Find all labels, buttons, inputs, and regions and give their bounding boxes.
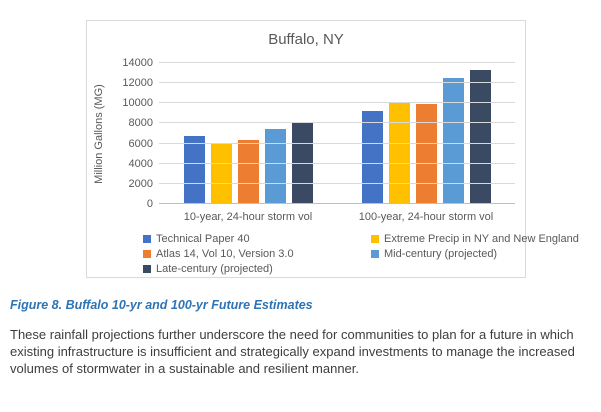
gridline [159, 122, 515, 124]
y-axis-title-text: Million Gallons (MG) [93, 83, 106, 184]
legend-color-swatch [371, 250, 379, 258]
legend-color-swatch [143, 265, 151, 273]
legend-item: Late-century (projected) [143, 263, 371, 275]
bar-group [337, 62, 515, 203]
y-tick-label: 10000 [122, 97, 153, 110]
x-category-label: 100-year, 24-hour storm vol [358, 211, 494, 223]
figure-description: These rainfall projections further under… [10, 327, 575, 377]
y-tick-label: 2000 [128, 177, 153, 190]
bar-atlas-14-vol-10-version-3-0 [237, 139, 259, 203]
bar-chart-figure: Buffalo, NY Million Gallons (MG) 0 2000 40… [86, 20, 579, 278]
x-axis-labels: 10-year, 24-hour storm vol 100-year, 24-h… [159, 211, 515, 223]
gridline [159, 162, 515, 164]
bar-extreme-precip-in-ny-and-new-england [210, 142, 232, 203]
legend-color-swatch [371, 235, 379, 243]
legend-item: Mid-century (projected) [371, 248, 579, 260]
legend-item: Technical Paper 40 [143, 233, 371, 245]
gridline [159, 142, 515, 144]
gridline [159, 182, 515, 184]
bar-mid-century-projected [264, 129, 286, 203]
bar-groups [159, 62, 515, 203]
y-tick-label: 12000 [122, 77, 153, 90]
bar-group [159, 62, 337, 203]
bar-extreme-precip-in-ny-and-new-england [388, 103, 410, 203]
y-tick-label: 4000 [128, 157, 153, 170]
legend-label: Technical Paper 40 [156, 233, 250, 245]
y-tick-label: 8000 [128, 117, 153, 130]
legend-label: Atlas 14, Vol 10, Version 3.0 [156, 248, 294, 260]
legend-label: Late-century (projected) [156, 263, 273, 275]
legend-item: Atlas 14, Vol 10, Version 3.0 [143, 248, 371, 260]
legend-color-swatch [143, 250, 151, 258]
y-tick-label: 0 [146, 198, 153, 210]
y-tick-label: 6000 [128, 137, 153, 150]
y-axis-title: Million Gallons (MG) [86, 63, 112, 204]
bar-atlas-14-vol-10-version-3-0 [415, 103, 437, 203]
chart-legend: Technical Paper 40 Extreme Precip in NY a… [143, 233, 579, 275]
chart-title: Buffalo, NY [268, 31, 344, 48]
legend-item: Extreme Precip in NY and New England [371, 233, 579, 245]
gridline [159, 102, 515, 104]
legend-label: Extreme Precip in NY and New England [384, 233, 579, 245]
bar-technical-paper-40 [183, 136, 205, 203]
plot-area: 0 2000 4000 6000 8000 10000 12000 14000 [122, 57, 515, 210]
legend-color-swatch [143, 235, 151, 243]
legend-label: Mid-century (projected) [384, 248, 498, 260]
gridline [159, 62, 515, 63]
x-category-label: 10-year, 24-hour storm vol [183, 211, 313, 223]
bar-mid-century-projected [442, 78, 464, 203]
bar-technical-paper-40 [361, 110, 383, 203]
gridline [159, 82, 515, 84]
y-tick-label: 14000 [122, 57, 153, 69]
figure-caption: Figure 8. Buffalo 10-yr and 100-yr Futur… [10, 298, 313, 312]
x-axis-line [159, 203, 515, 204]
